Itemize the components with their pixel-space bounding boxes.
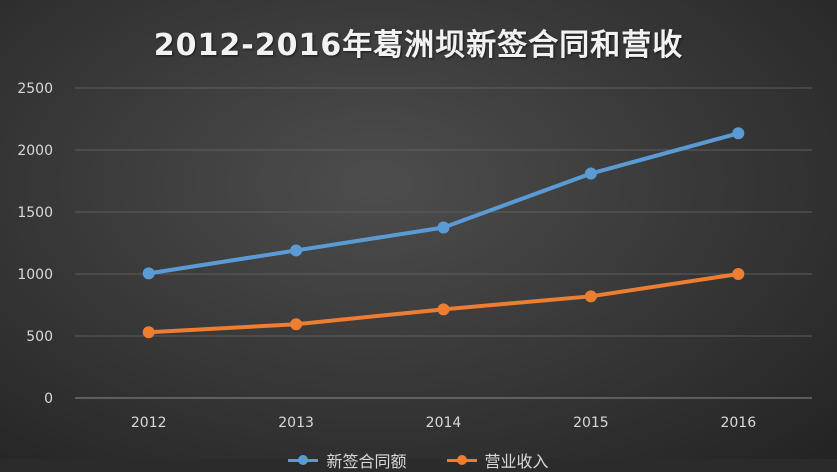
legend-label-series-0: 新签合同额 [326,452,407,471]
legend: 新签合同额 营业收入 [0,448,837,472]
data-point-0-1 [290,244,303,257]
data-point-1-0 [142,326,155,339]
data-point-1-2 [437,303,450,316]
data-point-1-4 [732,268,745,280]
chart-title: 2012-2016年葛洲坝新签合同和营收 [153,28,684,63]
data-point-1-3 [584,290,597,303]
series-line-1 [146,272,741,335]
data-point-0-2 [437,221,450,234]
x-tick-label-4: 2016 [720,415,756,431]
y-tick-label-2: 1000 [17,267,53,283]
series-line-0 [146,131,741,276]
legend-item-series-1[interactable]: 营业收入 [446,448,549,472]
legend-label-series-1: 营业收入 [484,452,549,471]
y-tick-label-1: 500 [26,329,53,345]
line-chart: 0 500 1000 1500 2000 2500 2012 2013 2014 2015 2016 [17,81,812,431]
x-tick-label-3: 2015 [573,415,609,431]
legend-swatch-series-0 [288,454,319,466]
data-point-0-4 [732,127,745,140]
x-tick-label-1: 2013 [278,415,314,431]
y-tick-label-5: 2500 [17,81,53,97]
y-tick-label-3: 1500 [17,205,53,221]
x-tick-label-2: 2014 [426,415,462,431]
y-tick-label-0: 0 [44,391,53,407]
legend-item-series-0[interactable]: 新签合同额 [288,448,407,472]
data-point-0-0 [142,267,155,280]
x-tick-label-0: 2012 [131,415,167,431]
legend-swatch-series-1 [446,454,477,466]
data-point-1-1 [290,318,303,331]
y-tick-label-4: 2000 [17,143,53,159]
data-point-0-3 [584,167,597,180]
